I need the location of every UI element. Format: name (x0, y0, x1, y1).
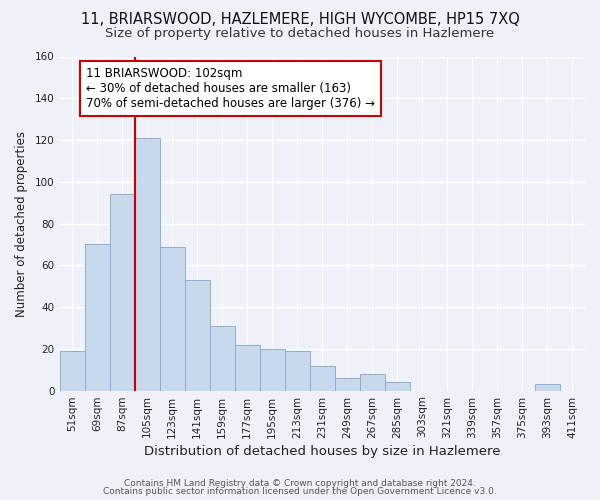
Bar (385, 382, 410, 390)
Bar (209, 326, 235, 390)
Bar (535, 384, 560, 390)
Bar (185, 280, 209, 390)
Text: 11, BRIARSWOOD, HAZLEMERE, HIGH WYCOMBE, HP15 7XQ: 11, BRIARSWOOD, HAZLEMERE, HIGH WYCOMBE,… (80, 12, 520, 28)
Bar (285, 351, 310, 391)
Text: Contains public sector information licensed under the Open Government Licence v3: Contains public sector information licen… (103, 487, 497, 496)
Bar (59, 351, 85, 391)
Bar (134, 138, 160, 390)
Y-axis label: Number of detached properties: Number of detached properties (15, 130, 28, 316)
Bar (110, 194, 134, 390)
Text: 11 BRIARSWOOD: 102sqm
← 30% of detached houses are smaller (163)
70% of semi-det: 11 BRIARSWOOD: 102sqm ← 30% of detached … (86, 67, 375, 110)
Text: Contains HM Land Registry data © Crown copyright and database right 2024.: Contains HM Land Registry data © Crown c… (124, 478, 476, 488)
Bar (260, 349, 285, 391)
Bar (160, 246, 185, 390)
Bar (235, 344, 260, 391)
Text: Size of property relative to detached houses in Hazlemere: Size of property relative to detached ho… (106, 28, 494, 40)
X-axis label: Distribution of detached houses by size in Hazlemere: Distribution of detached houses by size … (144, 444, 500, 458)
Bar (335, 378, 360, 390)
Bar (360, 374, 385, 390)
Bar (85, 244, 110, 390)
Bar (310, 366, 335, 390)
